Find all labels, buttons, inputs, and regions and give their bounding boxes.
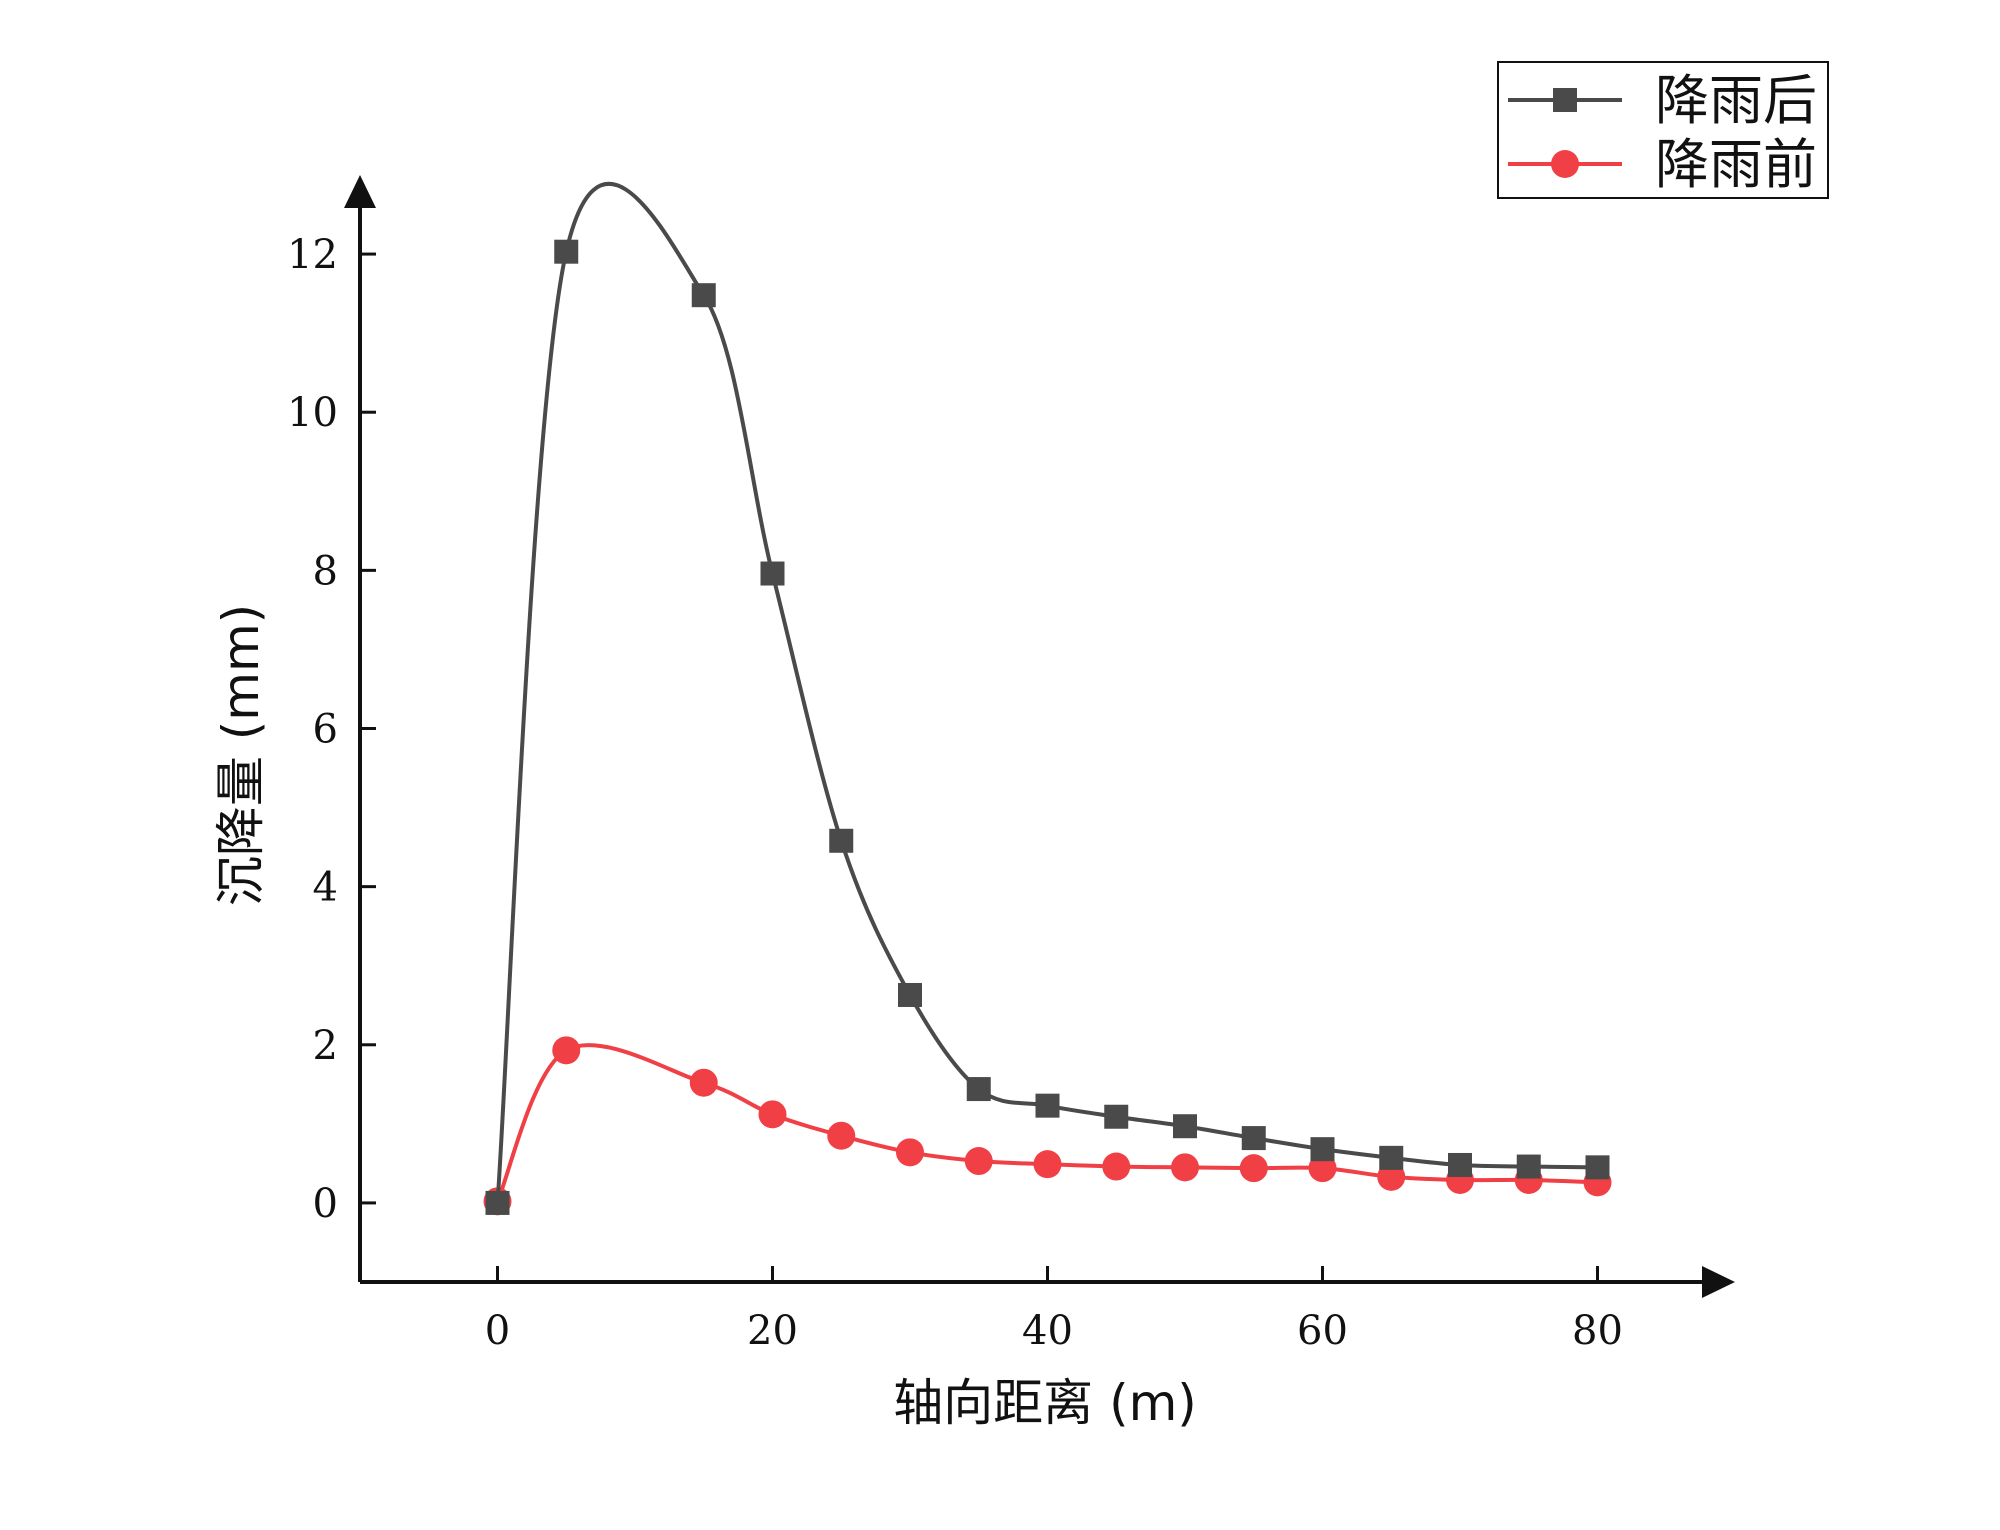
y-axis-arrow xyxy=(344,175,376,208)
x-tick-label: 40 xyxy=(1022,1308,1073,1354)
data-point xyxy=(966,1077,991,1102)
series-before-rain xyxy=(483,1036,1612,1216)
data-point xyxy=(1035,1093,1060,1118)
data-point xyxy=(760,561,785,586)
data-point xyxy=(1241,1126,1266,1151)
data-point xyxy=(485,1190,510,1215)
x-axis-title: 轴向距离 (m) xyxy=(893,1374,1197,1432)
x-tick-label: 80 xyxy=(1572,1308,1623,1354)
data-point xyxy=(1239,1154,1268,1183)
axes xyxy=(344,175,1735,1298)
data-point xyxy=(689,1068,718,1097)
data-point xyxy=(554,239,579,264)
data-point xyxy=(1379,1145,1404,1170)
data-point xyxy=(1033,1150,1062,1179)
y-axis-title: 沉降量 (mm) xyxy=(212,604,270,906)
x-tick-label: 0 xyxy=(485,1308,510,1354)
y-tick-label: 0 xyxy=(313,1181,338,1227)
data-point xyxy=(1173,1114,1197,1139)
data-point xyxy=(552,1036,581,1065)
ticks: 0 20 40 60 80 0 2 4 6 8 10 12 xyxy=(287,232,1623,1354)
y-tick-label: 2 xyxy=(313,1023,338,1069)
legend-marker xyxy=(1553,88,1577,112)
legend-label: 降雨前 xyxy=(1655,133,1817,196)
data-point xyxy=(691,283,716,308)
data-point xyxy=(964,1147,993,1176)
data-point xyxy=(1171,1153,1199,1182)
legend-label: 降雨后 xyxy=(1655,69,1817,132)
series xyxy=(483,182,1612,1216)
legend-box xyxy=(1497,61,1829,199)
y-tick-label: 10 xyxy=(287,390,338,436)
data-point xyxy=(896,1138,924,1167)
data-point xyxy=(827,1121,856,1150)
y-tick-label: 4 xyxy=(313,865,338,911)
x-tick-label: 60 xyxy=(1297,1308,1348,1354)
data-point xyxy=(1102,1152,1131,1181)
data-point xyxy=(1585,1155,1610,1180)
data-point xyxy=(829,828,854,853)
y-tick-label: 6 xyxy=(313,707,338,753)
y-tick-label: 8 xyxy=(313,548,338,594)
y-tick-label: 12 xyxy=(287,232,338,278)
series-after-rain xyxy=(485,182,1610,1215)
data-point xyxy=(1516,1154,1541,1179)
data-point xyxy=(1310,1137,1335,1162)
x-axis-arrow xyxy=(1702,1266,1735,1298)
x-tick-label: 20 xyxy=(747,1308,798,1354)
data-point xyxy=(1448,1152,1472,1177)
data-point xyxy=(1104,1104,1129,1129)
series-line xyxy=(495,182,1598,1204)
legend-marker xyxy=(1551,150,1579,178)
data-point xyxy=(898,982,922,1007)
data-point xyxy=(758,1100,787,1129)
